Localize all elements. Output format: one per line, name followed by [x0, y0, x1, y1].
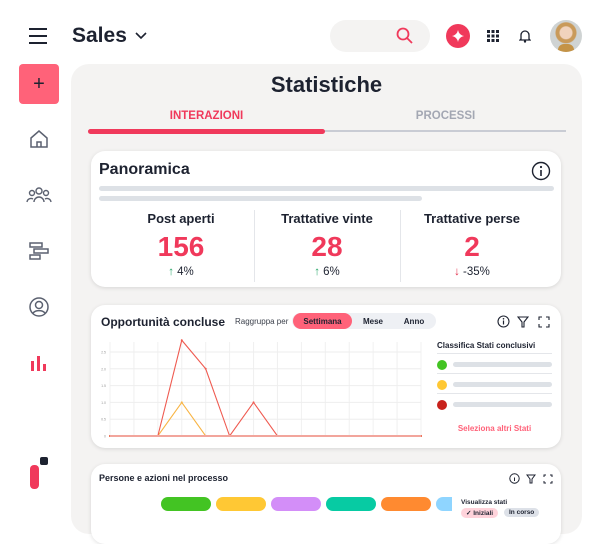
app-title: Sales — [72, 24, 127, 47]
filter-icon[interactable] — [517, 316, 529, 328]
group-option-settimana[interactable]: Settimana — [293, 313, 352, 329]
statistics-icon[interactable] — [30, 355, 48, 371]
y-tick-label: 0.5 — [101, 418, 106, 422]
divider — [254, 210, 255, 282]
show-states-label: Visualizza stati — [461, 499, 508, 506]
fullscreen-icon[interactable] — [543, 474, 553, 484]
data-point — [180, 339, 183, 342]
placeholder-bar — [99, 186, 554, 191]
arrow-up-icon: ↑ — [168, 266, 178, 278]
opportunities-title: Opportunità concluse — [101, 315, 226, 329]
legend-separator — [437, 393, 552, 394]
stat-value: 28 — [311, 231, 343, 262]
stat-value: 156 — [157, 231, 205, 262]
overview-title: Panoramica — [99, 161, 190, 178]
stage-pill[interactable] — [381, 497, 431, 511]
data-point — [252, 401, 255, 404]
legend-separator — [437, 373, 552, 374]
app-switcher[interactable]: Sales — [72, 24, 147, 48]
page-title: Statistiche — [270, 72, 383, 97]
stat-delta: 4% — [177, 266, 194, 278]
pipeline-icon[interactable] — [29, 242, 49, 260]
info-icon[interactable] — [497, 315, 510, 328]
stat-trattative-perse: Trattative perse 2 ↓ -35% — [402, 211, 542, 278]
data-point — [180, 401, 183, 404]
search-icon — [396, 27, 413, 44]
legend-dot — [437, 360, 447, 370]
stat-label: Post aperti — [147, 211, 215, 226]
stage-pill[interactable] — [271, 497, 321, 511]
legend-placeholder-bar — [453, 402, 552, 407]
stage-pill[interactable] — [326, 497, 376, 511]
create-button[interactable]: + — [19, 64, 59, 104]
stat-delta: -35% — [463, 266, 490, 278]
stat-post-aperti: Post aperti 156 ↑ 4% — [111, 211, 251, 278]
line-chart: 0 0.5 1.0 1.5 2.0 2.5 — [101, 339, 422, 439]
tab-processi[interactable]: PROCESSI — [415, 110, 476, 122]
user-icon[interactable] — [29, 297, 49, 317]
stage-pill[interactable] — [161, 497, 211, 511]
series-line-rosso — [110, 339, 421, 438]
info-icon[interactable] — [531, 161, 551, 181]
home-icon[interactable] — [29, 129, 49, 149]
stat-label: Trattative perse — [423, 211, 521, 226]
select-more-states-link[interactable]: Seleziona altri Stati — [457, 424, 532, 433]
stat-label: Trattative vinte — [281, 211, 373, 226]
group-option-anno[interactable]: Anno — [403, 316, 425, 326]
search-input[interactable] — [330, 20, 430, 52]
chip-iniziali[interactable]: ✓ Iniziali — [461, 508, 499, 518]
arrow-up-icon: ↑ — [314, 266, 324, 278]
tab-interazioni[interactable]: INTERAZIONI — [169, 110, 244, 122]
chevron-down-icon — [135, 32, 147, 40]
y-tick-label: 1.5 — [101, 384, 106, 388]
main-panel — [71, 64, 582, 534]
legend-title: Classifica Stati conclusivi — [437, 341, 536, 350]
sparkle-icon — [452, 30, 464, 42]
overview-card — [91, 151, 561, 287]
tab-track — [88, 130, 566, 132]
brand-logo — [30, 457, 48, 489]
stage-pill[interactable] — [436, 497, 452, 511]
stat-value: 2 — [464, 231, 480, 262]
process-title: Persone e azioni nel processo — [99, 473, 229, 483]
apps-grid-icon[interactable] — [487, 30, 499, 42]
stage-pill[interactable] — [216, 497, 266, 511]
legend-dot — [437, 380, 447, 390]
contacts-group-icon[interactable] — [26, 186, 52, 204]
fullscreen-icon[interactable] — [538, 316, 550, 328]
legend-separator — [437, 353, 552, 354]
filter-icon[interactable] — [526, 474, 536, 484]
arrow-down-icon: ↓ — [454, 266, 464, 278]
data-point — [204, 367, 207, 370]
group-option-mese[interactable]: Mese — [362, 316, 383, 326]
placeholder-bar — [99, 196, 422, 201]
y-tick-label: 0 — [104, 435, 106, 439]
chip-in-corso[interactable]: In corso — [504, 508, 540, 517]
bell-icon[interactable] — [519, 29, 531, 43]
stat-delta: 6% — [323, 266, 340, 278]
divider — [400, 210, 401, 282]
menu-icon[interactable] — [28, 28, 48, 44]
ai-assistant-button[interactable] — [446, 24, 470, 48]
stat-trattative-vinte: Trattative vinte 28 ↑ 6% — [257, 211, 397, 278]
legend-placeholder-bar — [453, 362, 552, 367]
y-tick-label: 2.0 — [101, 367, 106, 371]
tab-active-indicator — [88, 129, 325, 134]
legend-dot — [437, 400, 447, 410]
user-avatar[interactable] — [550, 20, 582, 52]
group-by-label: Raggruppa per — [235, 317, 289, 326]
y-tick-label: 2.5 — [101, 351, 106, 355]
y-tick-label: 1.0 — [101, 401, 106, 405]
legend-placeholder-bar — [453, 382, 552, 387]
info-icon[interactable] — [509, 473, 520, 484]
